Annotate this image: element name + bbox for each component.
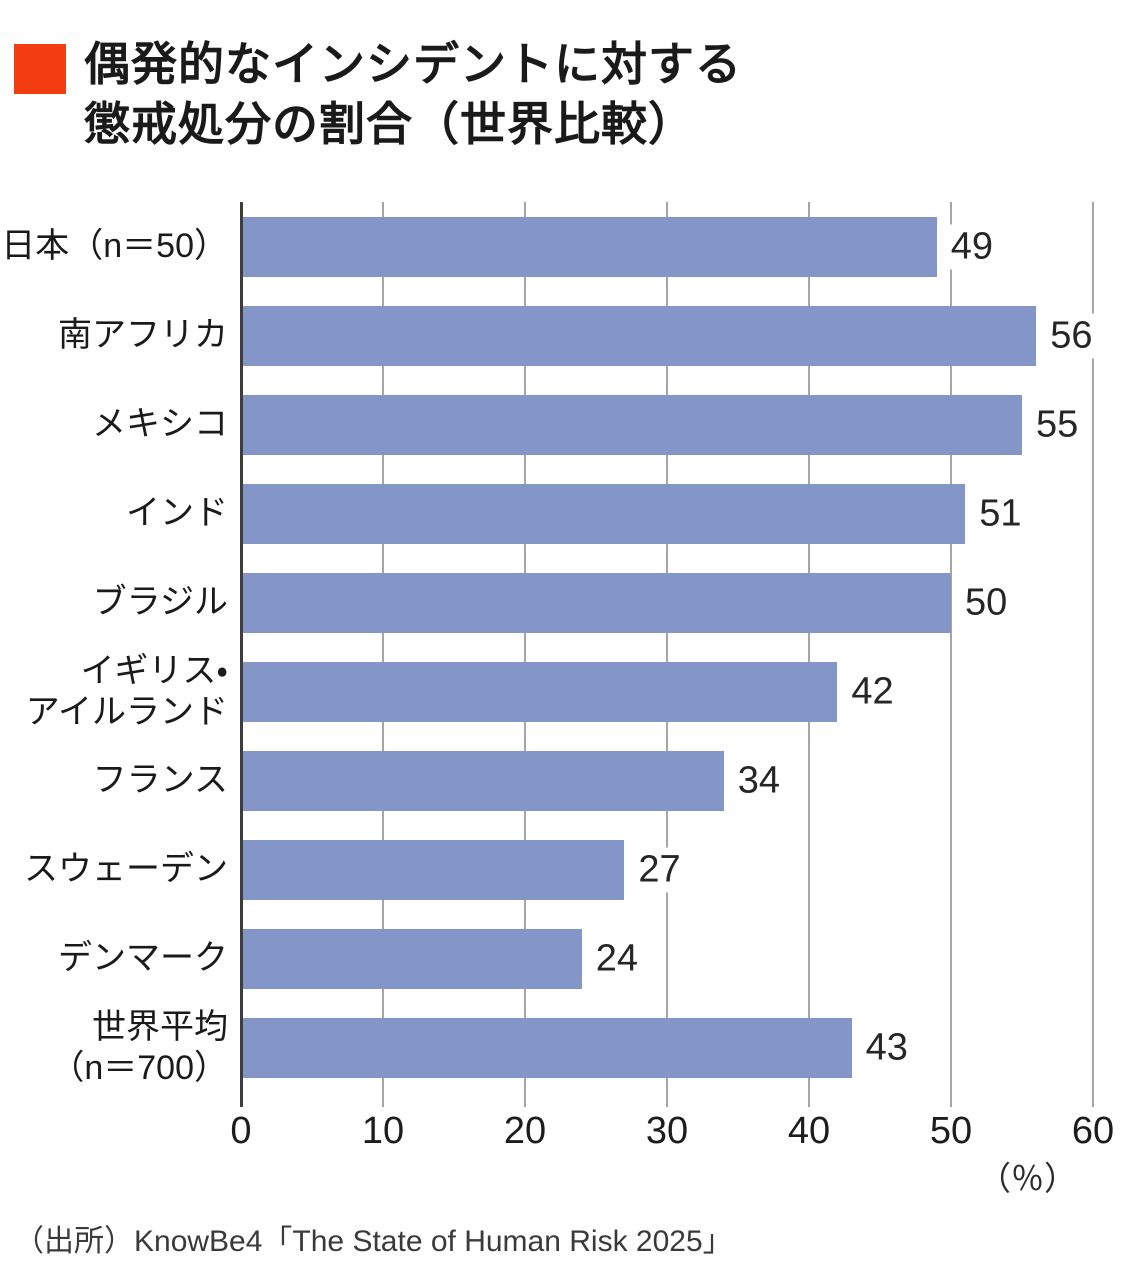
bar-value-label: 55: [1026, 402, 1088, 448]
x-axis-tick-60: [1092, 1092, 1094, 1107]
category-label-4: ブラジル: [92, 583, 228, 621]
bar-value-label: 49: [941, 224, 1003, 270]
bar-row: 42: [241, 647, 1093, 736]
x-axis-tick-label-40: 40: [787, 1110, 831, 1152]
x-axis-tick-label-60: 60: [1071, 1110, 1115, 1152]
bar-row: 24: [241, 914, 1093, 1003]
x-axis-tick-label-20: 20: [503, 1110, 547, 1152]
x-axis-tick-label-50: 50: [929, 1110, 973, 1152]
bar-8[interactable]: [241, 929, 582, 989]
chart-title: 偶発的なインシデントに対する 懲戒処分の割合（世界比較）: [84, 34, 742, 154]
bar-row: 43: [241, 1003, 1093, 1092]
x-axis-tick-label-10: 10: [361, 1110, 405, 1152]
x-axis-tick-50: [950, 1092, 952, 1107]
x-axis-tick-10: [381, 1092, 384, 1107]
y-axis-line: [240, 202, 243, 1107]
category-label-1: 南アフリカ: [58, 316, 228, 354]
category-label-5: イギリス・ アイルランド: [25, 651, 228, 731]
bar-row: 51: [241, 469, 1093, 558]
bar-value-label: 43: [856, 1025, 917, 1071]
title-bullet-square-icon: [14, 44, 66, 94]
bar-2[interactable]: [241, 395, 1022, 455]
bar-4[interactable]: [241, 573, 951, 633]
bar-3[interactable]: [241, 484, 966, 544]
x-axis-tick-40: [807, 1092, 810, 1107]
bar-value-label: 56: [1041, 313, 1102, 359]
bar-value-label: 42: [842, 669, 903, 715]
bar-row: 49: [241, 202, 1093, 291]
gridline-x-60: [1092, 202, 1094, 1092]
category-label-3: インド: [126, 494, 228, 532]
chart-title-line1: 偶発的なインシデントに対する: [84, 38, 742, 90]
gridline-x-40: [807, 202, 810, 1092]
gridline-x-50: [950, 202, 952, 1092]
source-note: （出所）KnowBe4「The State of Human Risk 2025…: [14, 1225, 733, 1258]
bar-row: 55: [241, 380, 1093, 469]
bar-6[interactable]: [241, 751, 724, 811]
x-axis-tick-label-0: 0: [230, 1110, 252, 1152]
category-label-2: メキシコ: [92, 405, 228, 443]
bar-value-label: 27: [629, 847, 690, 893]
category-label-9: 世界平均 （n＝700）: [50, 1007, 228, 1087]
category-label-6: フランス: [92, 761, 228, 799]
chart-header: 偶発的なインシデントに対する 懲戒処分の割合（世界比較）: [14, 34, 742, 154]
bar-value-label: 24: [586, 936, 648, 982]
gridline-x-30: [666, 202, 668, 1092]
bar-row: 34: [241, 736, 1093, 825]
bar-1[interactable]: [241, 306, 1037, 366]
bar-value-label: 50: [956, 580, 1017, 626]
gridline-x-20: [523, 202, 526, 1092]
bar-row: 50: [241, 558, 1093, 647]
bar-0[interactable]: [241, 217, 937, 277]
category-label-0: 日本（n＝50）: [1, 227, 228, 265]
plot-area: 49 56 55 51 50 42 34 27 24 43 （％） 0 10 20 3…: [230, 202, 1114, 1197]
x-axis-unit-label: （％）: [978, 1160, 1077, 1197]
gridline-x-10: [381, 202, 384, 1092]
bar-9[interactable]: [241, 1018, 852, 1078]
category-label-8: デンマーク: [58, 939, 228, 977]
x-axis-tick-30: [666, 1092, 668, 1107]
x-axis-tick-20: [523, 1092, 526, 1107]
bar-7[interactable]: [241, 840, 625, 900]
bar-row: 27: [241, 825, 1093, 914]
bar-value-label: 34: [728, 758, 790, 804]
bar-rows: 49 56 55 51 50 42 34 27 24 43: [241, 202, 1102, 1092]
bar-chart: 日本（n＝50） 南アフリカ メキシコ インド ブラジル イギリス・ アイルランド…: [0, 202, 1140, 1202]
bar-value-label: 51: [970, 491, 1031, 537]
bar-row: 56: [241, 291, 1102, 380]
chart-title-line2: 懲戒処分の割合（世界比較）: [84, 98, 695, 150]
x-axis-tick-label-30: 30: [645, 1110, 689, 1152]
category-axis: 日本（n＝50） 南アフリカ メキシコ インド ブラジル イギリス・ アイルランド…: [0, 202, 228, 1092]
bar-5[interactable]: [241, 662, 838, 722]
category-label-7: スウェーデン: [24, 850, 228, 888]
